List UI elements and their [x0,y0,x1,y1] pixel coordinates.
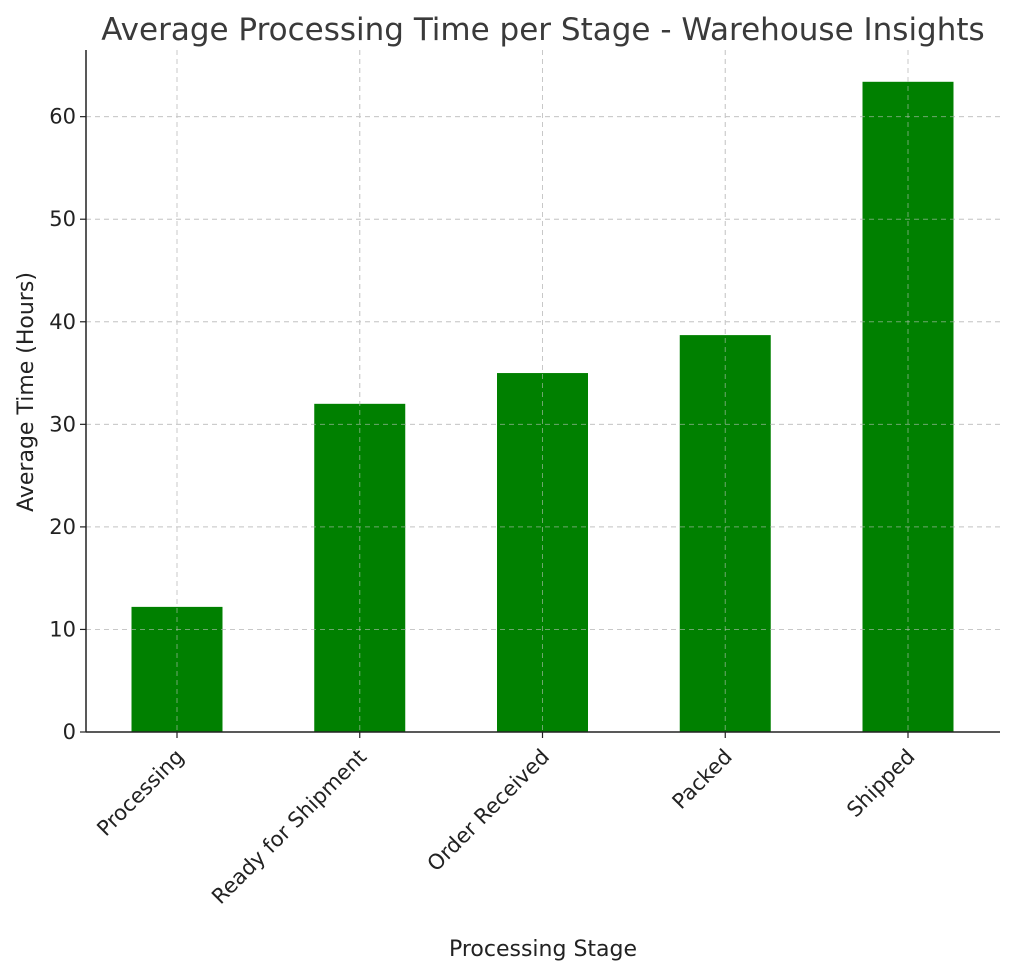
y-tick-label: 20 [49,515,76,539]
y-tick-label: 40 [49,310,76,334]
x-tick-label: Ready for Shipment [207,745,371,909]
x-tick-label: Shipped [842,745,919,822]
x-ticks: Processing Ready for Shipment Order Receiv… [92,732,920,909]
bar-processing [131,606,223,732]
y-axis-label: Average Time (Hours) [14,272,39,512]
chart-title: Average Processing Time per Stage - Ware… [101,12,984,48]
x-axis-label: Processing Stage [449,937,637,962]
x-tick-label: Order Received [423,745,554,876]
y-tick-label: 60 [49,105,76,129]
bar-order-received [497,373,588,732]
y-ticks: 0 10 20 30 40 50 60 [49,105,86,744]
y-tick-label: 10 [49,617,76,641]
bar-shipped [862,81,954,732]
y-tick-label: 30 [49,412,76,436]
y-tick-label: 50 [49,207,76,231]
y-tick-label: 0 [63,720,76,744]
x-tick-label: Processing [92,745,188,841]
bars [86,50,1000,732]
x-tick-label: Packed [668,745,737,814]
